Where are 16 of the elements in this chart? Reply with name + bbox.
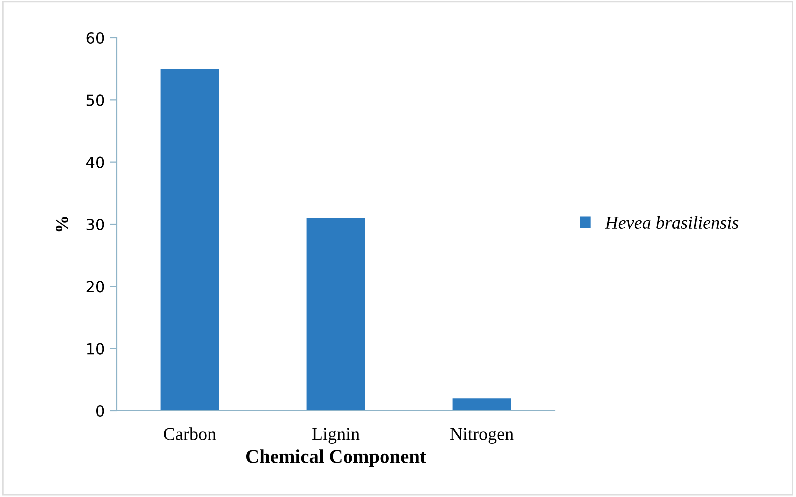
y-axis-title: %	[56, 217, 68, 232]
y-tick-label: 20	[86, 281, 104, 293]
x-tick-label: Lignin	[312, 428, 360, 444]
y-tick-label: 0	[96, 405, 104, 418]
y-tick-label: 30	[86, 218, 104, 231]
legend-label: Hevea brasiliensis	[605, 216, 739, 230]
y-tick-label: 60	[86, 32, 104, 44]
y-tick-label: 10	[87, 343, 104, 355]
x-tick-label: Carbon	[164, 428, 216, 440]
bar	[452, 398, 512, 411]
x-tick-label: Nitrogen	[450, 428, 514, 444]
x-axis-title: Chemical Component	[246, 450, 426, 468]
y-tick-label: 50	[86, 94, 104, 106]
bar	[160, 69, 220, 411]
bar	[306, 218, 366, 411]
y-tick-label: 40	[86, 156, 104, 168]
